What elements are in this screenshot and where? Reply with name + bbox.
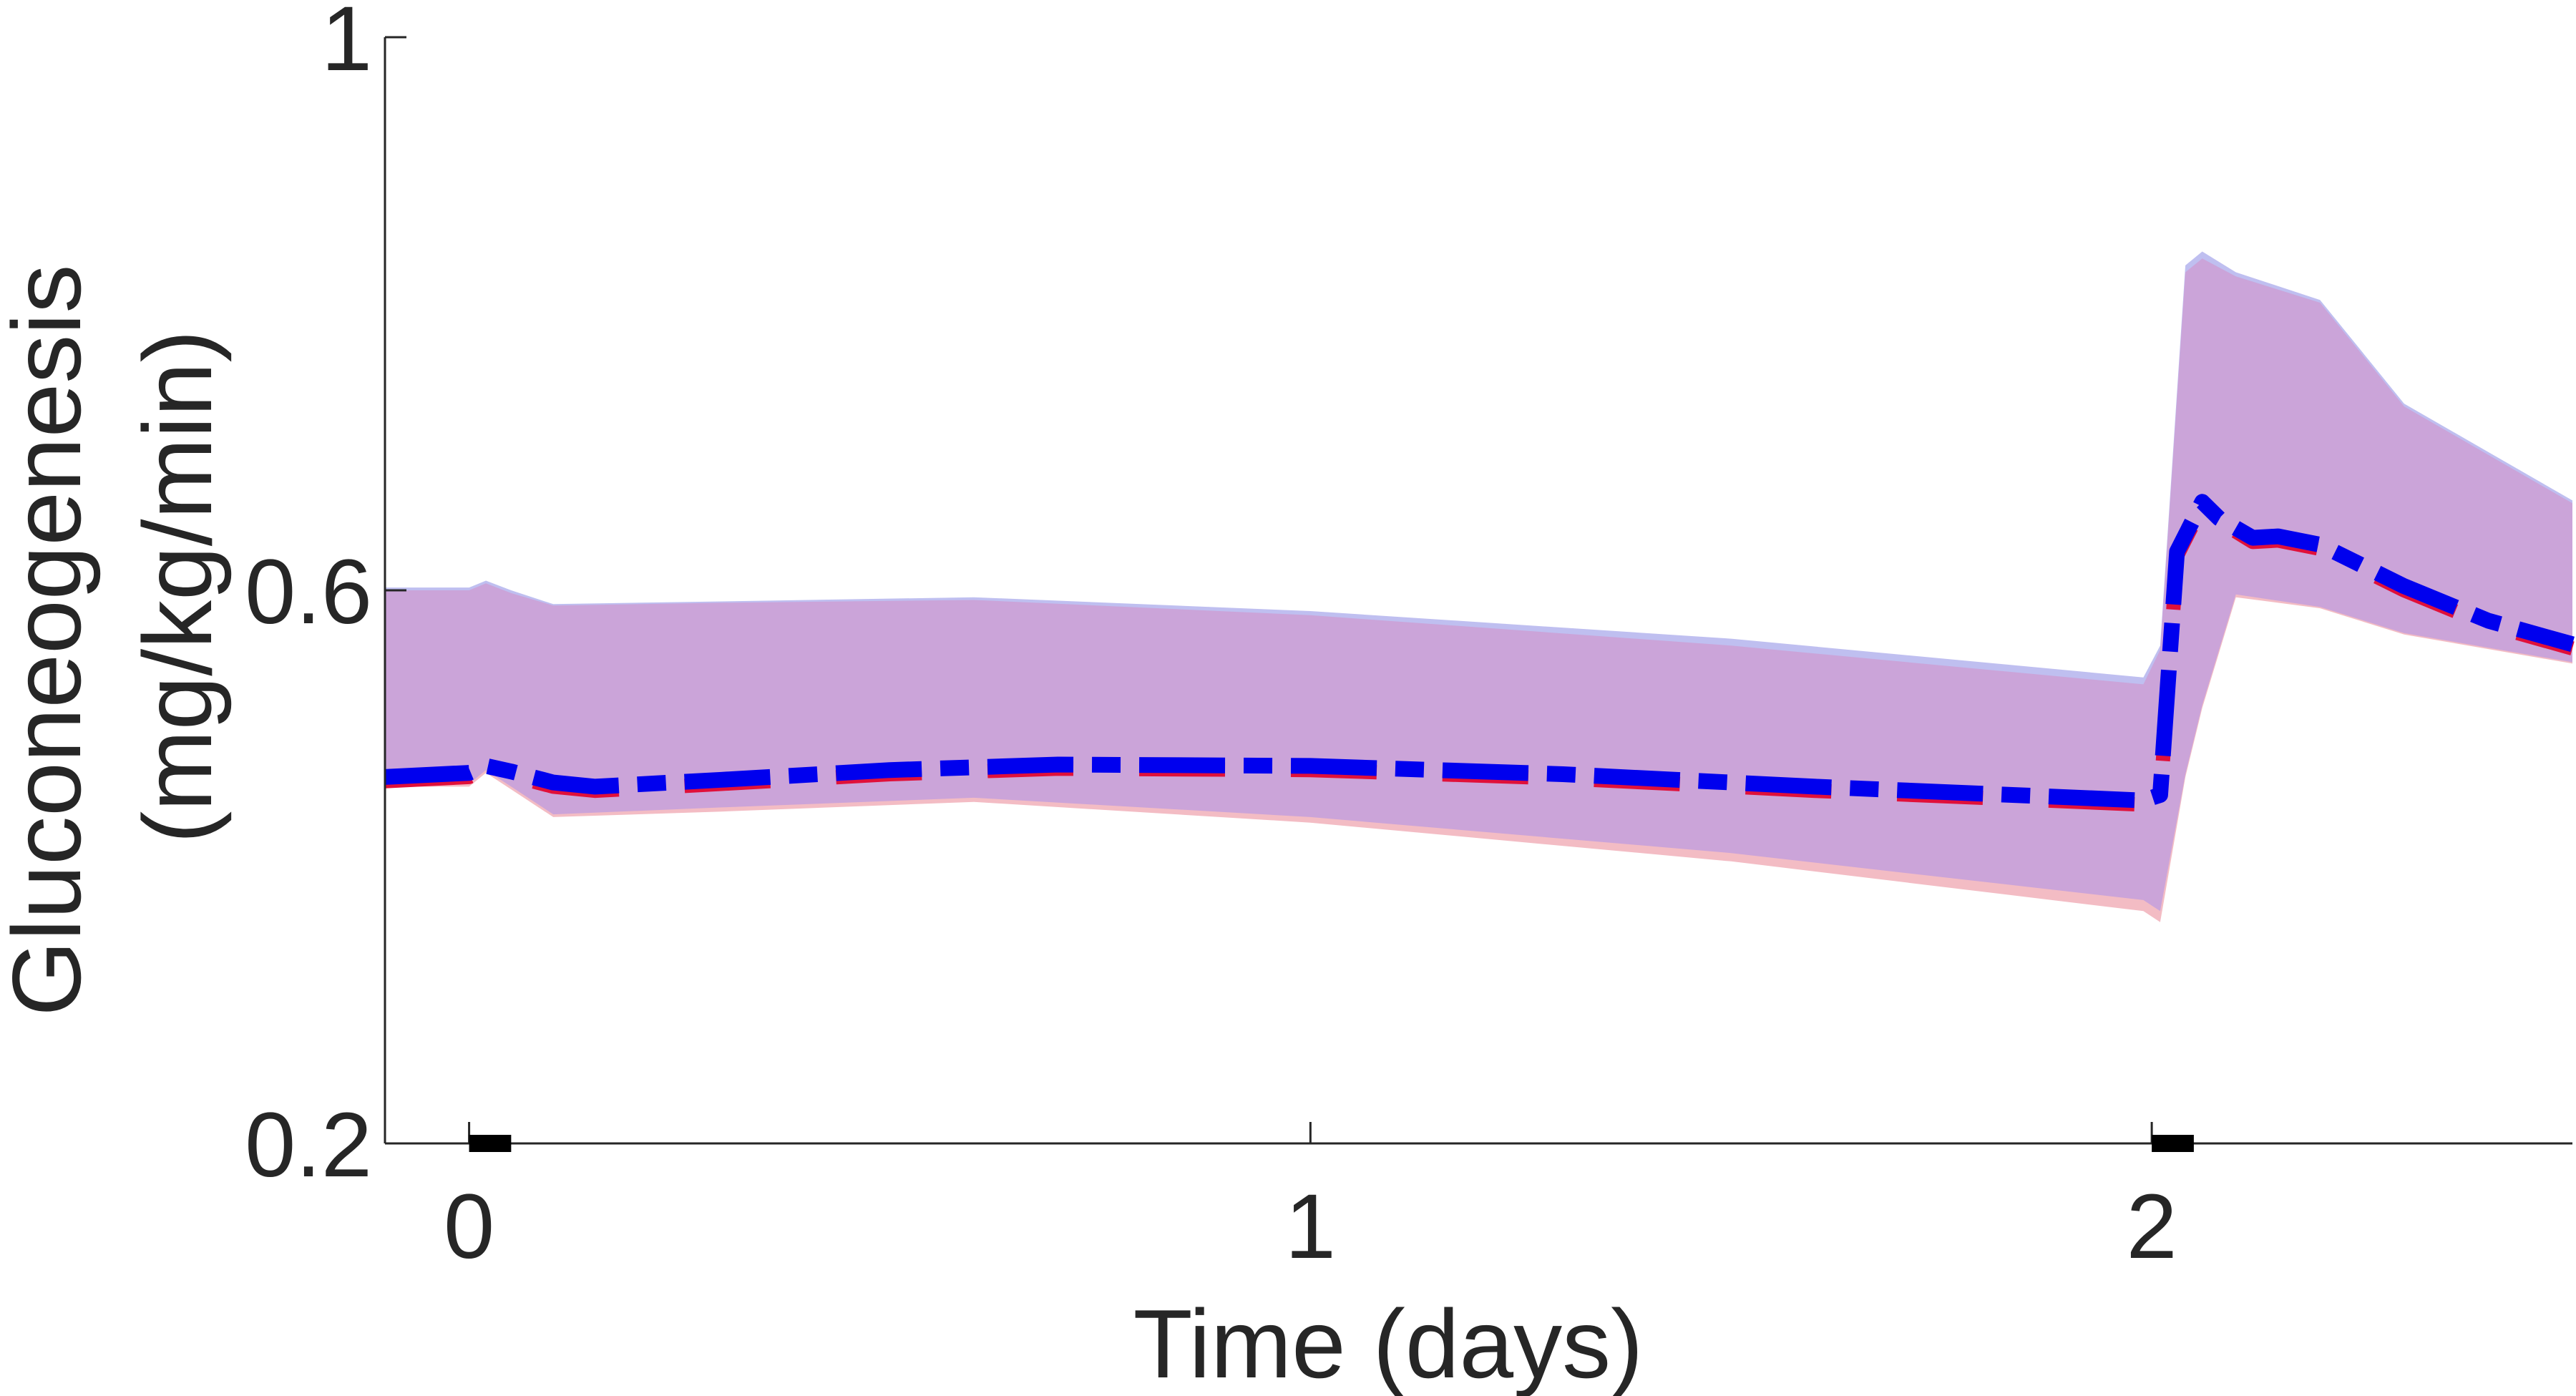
y-axis-title: Gluconeogenesis (mg/kg/min) bbox=[0, 265, 232, 1017]
y-axis-title-line-1: Gluconeogenesis bbox=[0, 265, 101, 1017]
x-tick-label: 0 bbox=[444, 1176, 494, 1278]
x-tick-label: 1 bbox=[1285, 1176, 1336, 1278]
x-axis-title: Time (days) bbox=[1133, 1289, 1644, 1396]
y-axis-title-line-2: (mg/kg/min) bbox=[123, 330, 232, 844]
axes: 0 1 2 0.2 0.6 1 bbox=[245, 0, 2572, 1278]
meal-marker bbox=[469, 1135, 512, 1152]
band-2 bbox=[385, 258, 2572, 912]
x-tick-label: 2 bbox=[2127, 1176, 2177, 1278]
confidence-bands bbox=[385, 251, 2572, 922]
series-line-4 bbox=[384, 494, 2575, 809]
x-ticks: 0 1 2 bbox=[444, 1122, 2177, 1278]
meal-marker bbox=[2152, 1135, 2194, 1152]
y-tick-label: 0.6 bbox=[245, 541, 372, 643]
y-tick-label: 1 bbox=[321, 0, 372, 90]
y-ticks: 0.2 0.6 1 bbox=[245, 0, 406, 1196]
meal-markers bbox=[469, 1135, 2194, 1152]
plot-area bbox=[384, 251, 2575, 922]
y-tick-label: 0.2 bbox=[245, 1094, 372, 1196]
series-lines bbox=[384, 494, 2575, 812]
